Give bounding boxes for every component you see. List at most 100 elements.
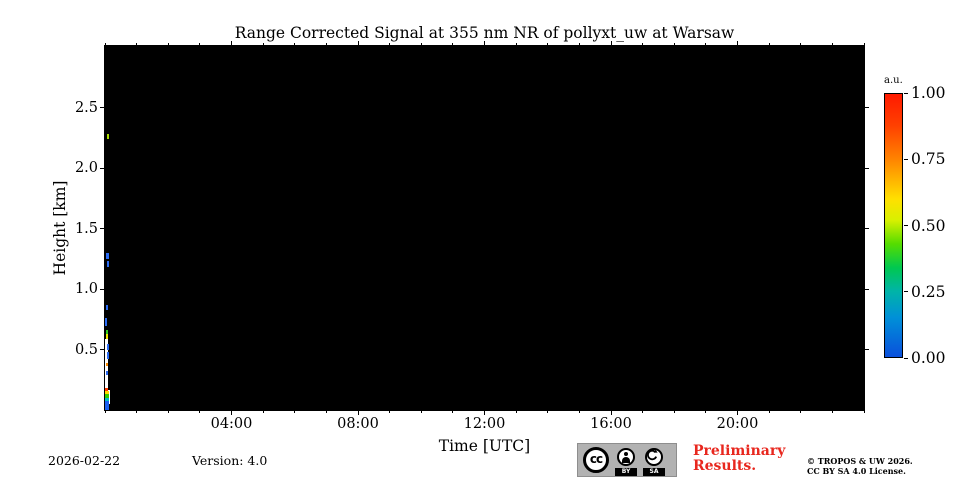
plot-title: Range Corrected Signal at 355 nm NR of p…: [234, 24, 735, 42]
signal-segment: [108, 390, 110, 404]
signal-segment: [106, 371, 108, 375]
y-tick-label: 1.0: [74, 281, 98, 298]
signal-segment: [105, 318, 107, 326]
signal-segment: [107, 344, 109, 350]
y-major-tick: [100, 288, 105, 290]
x-minor-tick-top: [104, 43, 106, 46]
signal-segment: [105, 401, 109, 410]
colorbar-unit-label: a.u.: [884, 75, 903, 86]
x-major-tick-top: [484, 41, 485, 46]
x-minor-tick-top: [578, 43, 580, 46]
x-minor-tick: [325, 410, 327, 413]
x-tick-label: 04:00: [210, 416, 253, 432]
x-minor-tick: [389, 410, 391, 413]
x-minor-tick-top: [294, 43, 296, 46]
y-major-tick: [100, 349, 105, 351]
x-axis-label: Time [UTC]: [438, 437, 531, 455]
x-minor-tick-top: [325, 43, 327, 46]
x-tick-label: 08:00: [337, 416, 379, 432]
x-tick-label: 12:00: [463, 416, 506, 432]
version-label: Version: 4.0: [192, 453, 268, 468]
x-minor-tick-top: [199, 43, 201, 46]
x-minor-tick: [262, 410, 264, 413]
y-major-tick-right: [864, 228, 869, 230]
copyright-note: © TROPOS & UW 2026. CC BY SA 4.0 License…: [807, 456, 913, 476]
colorbar-tick: [904, 92, 908, 94]
colorbar-tick-label: 1.00: [911, 84, 946, 102]
x-minor-tick: [199, 410, 201, 413]
y-major-tick-right: [864, 288, 869, 290]
colorbar-tick: [904, 291, 908, 293]
person-head-icon: [624, 452, 628, 456]
copyright-line1: © TROPOS & UW 2026.: [807, 456, 913, 466]
cc-by-label: BY: [615, 468, 637, 476]
colorbar: [884, 93, 903, 358]
cc-sa-label: SA: [643, 468, 665, 476]
preliminary-line2: Results.: [693, 458, 757, 474]
x-minor-tick-top: [673, 43, 675, 46]
cc-logo-icon: cc: [583, 447, 609, 473]
y-major-tick-right: [864, 349, 869, 351]
x-major-tick-top: [610, 41, 612, 46]
x-minor-tick-top: [515, 43, 517, 46]
cc-by-person-icon: [617, 448, 635, 466]
y-tick-label: 0.5: [74, 341, 98, 358]
signal-segment: [106, 305, 108, 310]
y-tick-label: 2.0: [74, 160, 98, 177]
x-minor-tick: [420, 410, 422, 413]
x-minor-tick: [136, 410, 138, 413]
x-minor-tick-top: [768, 43, 770, 46]
x-minor-tick-top: [547, 43, 549, 46]
heatmap-plot-area: [100, 41, 869, 415]
y-major-tick: [100, 228, 105, 230]
x-minor-tick: [863, 410, 865, 413]
x-major-tick: [610, 410, 612, 415]
copyright-line2: CC BY SA 4.0 License.: [807, 465, 906, 476]
x-minor-tick-top: [389, 43, 391, 46]
x-minor-tick-top: [642, 43, 644, 46]
colorbar-tick-label: 0.50: [911, 216, 946, 235]
person-body-icon: [622, 457, 630, 463]
x-major-tick: [737, 410, 738, 415]
x-major-tick-top: [231, 41, 232, 46]
x-minor-tick-top: [262, 43, 264, 46]
x-minor-tick: [673, 410, 675, 413]
x-minor-tick: [831, 410, 833, 413]
signal-segment: [106, 330, 108, 334]
y-major-tick-right: [864, 167, 869, 169]
x-minor-tick: [547, 410, 549, 413]
x-tick-label: 16:00: [590, 416, 632, 432]
x-major-tick-top: [357, 41, 359, 46]
x-tick-label: 20:00: [716, 416, 759, 432]
signal-segment: [107, 261, 109, 267]
x-minor-tick: [167, 410, 169, 413]
x-minor-tick: [800, 410, 802, 413]
colorbar-tick: [904, 225, 908, 226]
signal-segment: [106, 334, 108, 339]
x-minor-tick-top: [420, 43, 422, 46]
x-minor-tick: [642, 410, 644, 413]
x-minor-tick-top: [136, 43, 138, 46]
signal-segment: [105, 391, 109, 394]
signal-segment: [106, 253, 109, 259]
colorbar-tick-label: 0.25: [911, 282, 946, 301]
signal-segment: [105, 388, 108, 391]
x-major-tick: [484, 410, 485, 415]
x-minor-tick-top: [863, 43, 865, 46]
y-tick-label: 2.5: [74, 99, 98, 116]
x-minor-tick: [515, 410, 517, 413]
colorbar-tick: [904, 158, 908, 160]
x-minor-tick: [452, 410, 454, 413]
x-minor-tick: [294, 410, 296, 413]
signal-segment: [107, 134, 109, 139]
measurement-date: 2026-02-22: [48, 453, 121, 468]
y-tick-label: 1.5: [74, 220, 98, 237]
x-minor-tick-top: [167, 43, 169, 46]
cc-license-badge: cc BY SA: [577, 443, 677, 477]
preliminary-results-note: Preliminary Results.: [693, 444, 785, 474]
signal-segment: [107, 352, 109, 359]
x-minor-tick: [768, 410, 770, 413]
x-minor-tick-top: [452, 43, 454, 46]
cc-sa-arrow-icon: [645, 448, 663, 466]
